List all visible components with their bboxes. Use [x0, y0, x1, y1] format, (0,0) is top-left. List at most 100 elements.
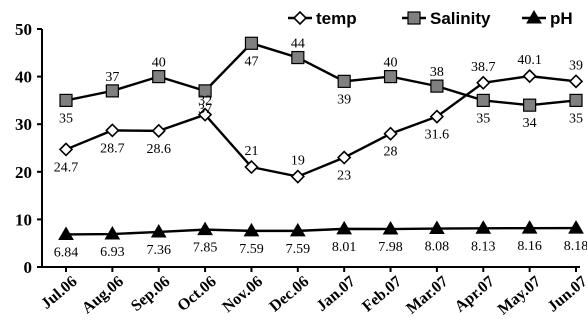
temp-marker [197, 107, 213, 122]
temp-marker [105, 123, 120, 138]
salinity-legend-label: Salinity [430, 9, 491, 28]
y-tick-label: 0 [24, 258, 33, 277]
x-tick-label: Jul.06 [38, 273, 81, 313]
y-tick-label: 50 [15, 20, 32, 39]
temp-legend-label: temp [316, 9, 357, 28]
temp-data-label: 38.7 [471, 60, 496, 75]
x-tick-label: Sep.06 [128, 273, 173, 315]
temp-data-label: 19 [291, 154, 305, 169]
x-tick-label: May.07 [495, 273, 544, 318]
salinity-data-label: 38 [430, 65, 444, 80]
chart-legend: temp Salinity pH [288, 9, 573, 28]
ph-data-label: 8.16 [517, 239, 542, 254]
salinity-marker [291, 50, 305, 65]
ph-line [65, 226, 577, 236]
temp-marker [292, 10, 308, 26]
chart-data-labels: 24.7 28.7 28.6 32 21 19 23 28 31.6 38.7 40.1 39 35 37… [54, 37, 587, 261]
ph-marker [197, 221, 213, 236]
ph-marker [150, 223, 167, 238]
salinity-data-label: 44 [291, 37, 305, 52]
temp-marker [58, 142, 74, 157]
salinity-marker [198, 84, 212, 98]
x-tick-label: Jun.07 [545, 273, 587, 315]
temp-marker [337, 150, 352, 165]
temp-data-label: 23 [337, 169, 351, 184]
ph-marker [526, 10, 542, 24]
ph-data-label: 6.93 [100, 245, 125, 260]
ph-marker [382, 221, 399, 235]
ph-data-label: 7.98 [378, 240, 403, 255]
salinity-marker [152, 69, 166, 84]
salinity-data-label: 35 [59, 111, 73, 126]
ph-marker [521, 220, 538, 234]
ph-marker [568, 220, 584, 234]
temp-marker [383, 126, 398, 141]
salinity-line [65, 41, 577, 107]
salinity-data-label: 47 [244, 54, 258, 69]
temp-data-label: 28.6 [146, 142, 171, 157]
salinity-data-label: 35 [569, 111, 583, 126]
chart-series [58, 36, 584, 240]
x-tick-label: Feb.07 [359, 273, 405, 315]
temp-data-label: 40.1 [517, 53, 542, 68]
ph-marker [104, 226, 121, 240]
salinity-marker [476, 93, 490, 108]
ph-data-label: 7.85 [193, 241, 218, 256]
temp-data-label: 39 [569, 58, 583, 73]
x-tick-label: Nov.06 [219, 273, 266, 316]
temp-marker [290, 169, 305, 184]
temp-data-label: 21 [244, 144, 258, 159]
ph-legend-label: pH [550, 9, 573, 28]
salinity-data-label: 37 [198, 102, 212, 117]
x-tick-label: Jan.07 [313, 273, 358, 315]
salinity-data-label: 34 [523, 116, 537, 131]
ph-marker [429, 220, 445, 235]
ph-data-label: 8.08 [425, 240, 450, 255]
temp-data-label: 28.7 [100, 141, 125, 156]
y-tick-label: 10 [15, 210, 32, 229]
y-tick-label: 20 [15, 163, 32, 182]
salinity-marker [383, 69, 398, 84]
salinity-data-label: 35 [476, 111, 490, 126]
y-tick-label: 40 [15, 68, 32, 87]
salinity-marker [337, 74, 351, 88]
ph-marker [475, 220, 492, 234]
x-tick-label: Apr.07 [452, 273, 498, 316]
ph-data-label: 8.13 [471, 239, 496, 254]
temp-marker [568, 74, 584, 89]
ph-marker [336, 220, 353, 235]
salinity-data-label: 40 [152, 56, 166, 71]
temp-marker [244, 159, 259, 175]
x-tick-label: Dec.06 [266, 273, 312, 315]
chart-axes: 0 10 20 30 40 50 [15, 20, 580, 277]
ph-data-label: 8.18 [564, 239, 587, 254]
ph-data-label: 7.59 [239, 242, 264, 257]
ph-data-label: 7.59 [286, 242, 311, 257]
salinity-marker [430, 79, 444, 93]
salinity-marker [523, 98, 537, 112]
ph-data-label: 6.84 [54, 245, 79, 260]
temp-marker [476, 75, 491, 90]
temp-marker [151, 123, 166, 138]
temp-marker [429, 109, 445, 124]
temp-data-label: 28 [384, 145, 398, 160]
salinity-marker [105, 84, 119, 98]
salinity-data-label: 37 [105, 70, 119, 85]
salinity-marker [569, 93, 583, 108]
x-tick-label: Aug.06 [79, 273, 127, 317]
temp-data-label: 24.7 [54, 160, 79, 175]
x-tick-label: Oct.06 [174, 273, 219, 315]
salinity-data-label: 39 [337, 92, 351, 107]
salinity-marker [407, 11, 421, 25]
salinity-marker [244, 36, 259, 50]
salinity-marker [59, 93, 73, 108]
ph-data-label: 8.01 [332, 240, 357, 255]
ph-marker [243, 222, 260, 237]
ph-marker [58, 226, 74, 240]
y-tick-label: 30 [15, 115, 32, 134]
temp-line [65, 74, 577, 178]
salinity-data-label: 40 [384, 56, 398, 71]
temp-data-label: 31.6 [425, 128, 450, 143]
